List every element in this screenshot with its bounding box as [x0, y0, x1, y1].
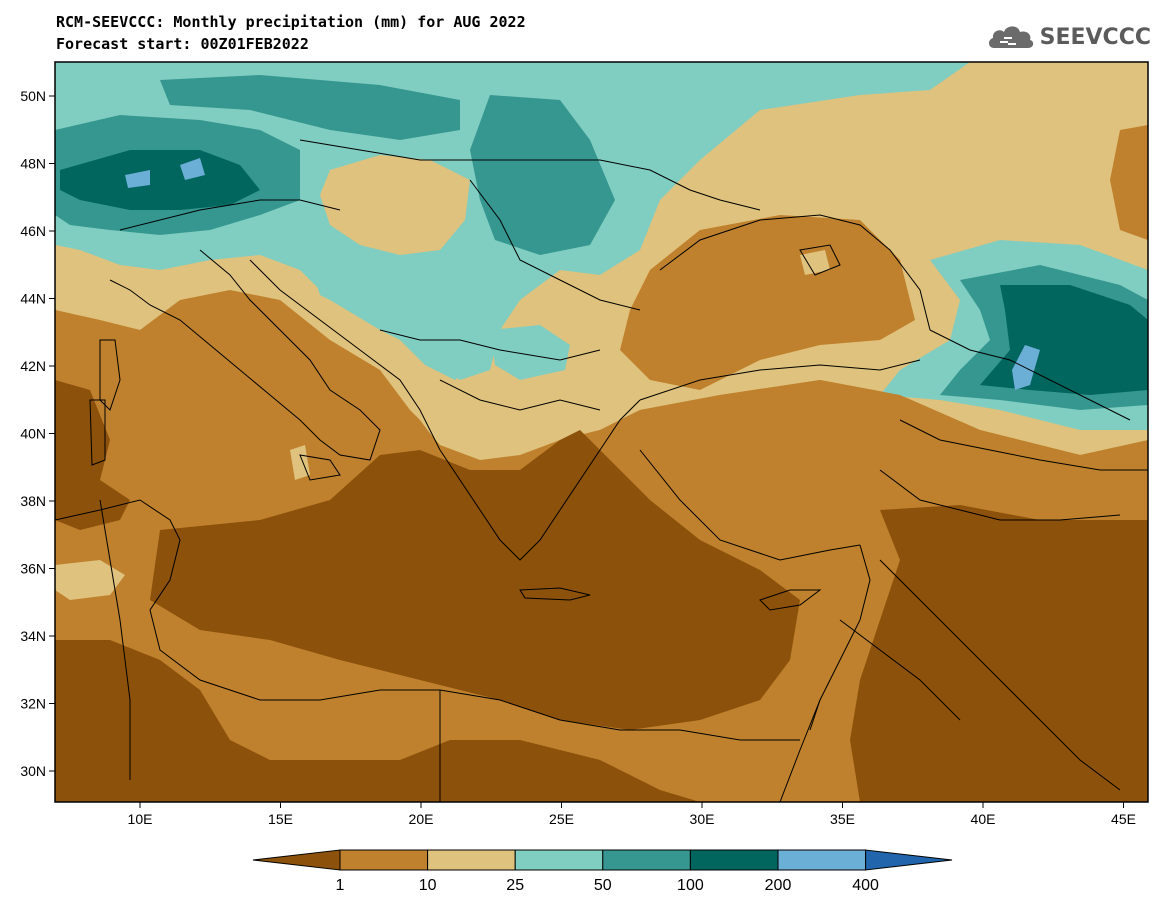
- lat-tick-label: 30N: [20, 763, 46, 779]
- cloud-icon: [988, 26, 1033, 48]
- lat-tick-label: 48N: [20, 156, 46, 172]
- lat-tick-label: 32N: [20, 696, 46, 712]
- zone-nafrica-darkbrown: [55, 640, 700, 802]
- lon-tick-label: 30E: [690, 811, 715, 827]
- lat-tick-label: 50N: [20, 88, 46, 104]
- zone-tan-patch-2: [290, 445, 310, 480]
- logo-text: SEEVCCC: [1039, 24, 1151, 50]
- colorbar-label: 400: [852, 877, 879, 894]
- zone-balkan-teal: [310, 260, 480, 380]
- lat-tick-label: 42N: [20, 358, 46, 374]
- map-title: RCM-SEEVCCC: Monthly precipitation (mm) …: [56, 13, 526, 31]
- colorbar: 1 10 25 50 100 200 400: [252, 849, 953, 894]
- coastlines: [55, 139, 1148, 802]
- colorbar-over-arrow: [865, 849, 953, 871]
- latitude-axis: 50N 48N 46N 44N 42N 40N 38N 36N 34N 32N 30N: [20, 88, 55, 779]
- lat-tick-label: 34N: [20, 628, 46, 644]
- zone-med-darkbrown: [150, 430, 800, 730]
- zone-darkteal-poland: [160, 75, 460, 140]
- colorbar-label: 1: [336, 877, 345, 894]
- colorbar-bin: [339, 849, 429, 871]
- colorbar-bin: [777, 849, 867, 871]
- lat-tick-label: 46N: [20, 223, 46, 239]
- colorbar-label: 50: [594, 877, 612, 894]
- lon-tick-label: 45E: [1111, 811, 1136, 827]
- lat-tick-label: 44N: [20, 291, 46, 307]
- zone-blue-spot-2: [180, 158, 205, 180]
- lon-tick-label: 20E: [409, 811, 434, 827]
- zone-romania-teal: [490, 325, 570, 380]
- colorbar-label: 100: [677, 877, 704, 894]
- colorbar-bin: [689, 849, 779, 871]
- colorbar-label: 10: [419, 877, 437, 894]
- zone-tan-patch-3: [800, 250, 830, 275]
- zone-east-darkbrown: [850, 505, 1148, 802]
- colorbar-bin: [602, 849, 691, 871]
- lon-tick-label: 15E: [268, 811, 293, 827]
- forecast-start: Forecast start: 00Z01FEB2022: [56, 35, 309, 53]
- lon-tick-label: 10E: [128, 811, 153, 827]
- lon-tick-label: 35E: [830, 811, 855, 827]
- zone-wmed-darkbrown: [55, 380, 130, 530]
- lon-tick-label: 25E: [549, 811, 574, 827]
- colorbar-label: 25: [506, 877, 524, 894]
- lat-tick-label: 38N: [20, 493, 46, 509]
- precipitation-field: [55, 62, 1148, 802]
- zone-tan-patch-1: [55, 560, 125, 600]
- lon-tick-label: 40E: [971, 811, 996, 827]
- longitude-axis: 10E 15E 20E 25E 30E 35E 40E 45E: [128, 802, 1136, 827]
- zone-deepteal-alps: [60, 150, 260, 210]
- colorbar-bin: [427, 849, 516, 871]
- colorbar-label: 200: [765, 877, 792, 894]
- zone-darkteal-carpathian: [470, 95, 615, 255]
- colorbar-under-arrow: [252, 849, 341, 871]
- zone-blue-spot-1: [125, 170, 150, 188]
- zone-blacksea-brown: [620, 215, 915, 390]
- zone-pannonian-tan: [320, 155, 470, 255]
- lat-tick-label: 40N: [20, 426, 46, 442]
- seevccc-logo: SEEVCCC: [986, 22, 1151, 52]
- zone-ne-brown: [1110, 125, 1148, 240]
- map-frame: [54, 61, 1149, 803]
- lat-tick-label: 36N: [20, 561, 46, 577]
- colorbar-bin: [514, 849, 604, 871]
